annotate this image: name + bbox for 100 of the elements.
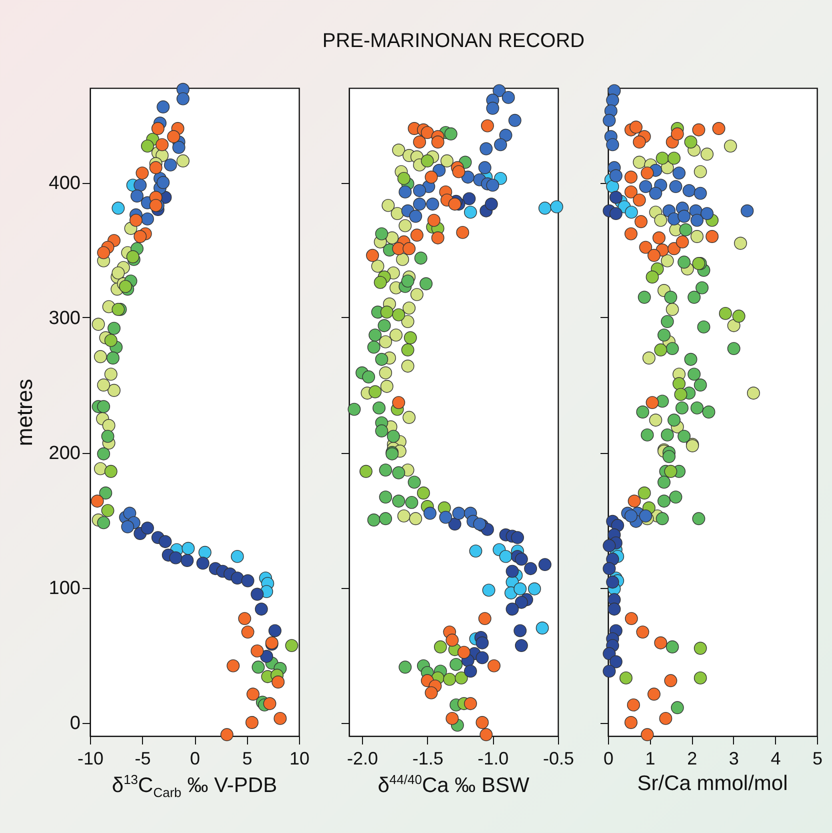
point [702,406,716,418]
point [502,90,515,104]
point [97,246,110,260]
point [668,152,681,165]
point [506,564,519,578]
point [632,136,646,148]
point [94,350,107,364]
point [263,697,276,710]
point [390,207,404,220]
point [697,320,710,334]
point [424,506,436,520]
point [664,290,678,304]
point [476,716,489,729]
point [654,214,668,227]
point [659,712,672,725]
x-tick-label: -5 [134,748,151,768]
point [688,368,701,381]
point [550,200,564,214]
x-tick-label: -0.5 [542,748,574,768]
point [700,148,714,161]
point [514,582,527,596]
point [409,210,422,223]
point [672,377,686,390]
point [624,170,638,184]
point [101,430,114,443]
point [90,494,104,508]
point [176,92,190,106]
point [379,464,392,477]
point [432,164,446,177]
point [627,698,640,712]
point [112,266,125,280]
point [452,506,466,520]
point [176,154,190,168]
point [658,494,670,508]
point [102,419,116,432]
point [606,180,620,194]
point [390,328,402,342]
point [426,198,440,211]
point [250,588,264,601]
point [443,672,456,686]
point [694,671,707,684]
x-axis-title: Sr/Ca mmol/mol [636,772,789,796]
point [431,231,444,244]
point [508,114,522,127]
point [367,340,380,354]
point [692,512,706,526]
point [620,671,632,684]
point [149,161,162,174]
point [602,664,616,678]
point [94,462,107,476]
point [727,342,740,356]
point [420,277,433,290]
point [119,280,132,293]
point [397,509,410,522]
point [446,712,459,725]
point [413,198,426,211]
point [121,520,134,534]
point [238,612,252,626]
point [220,728,234,742]
point [630,120,642,134]
point [608,602,621,616]
y-tick-label: 300 [48,308,80,329]
point [664,674,678,688]
point [92,318,105,331]
point [492,84,506,98]
point [682,184,696,198]
point [446,634,459,647]
point [634,215,648,228]
point [392,466,406,480]
point [668,212,681,226]
point [230,550,244,563]
x-axis-title: δ$^{44/40}$Ca ‰ BSW [376,772,530,798]
point [379,490,392,504]
point [624,206,638,219]
point [602,562,616,576]
point [499,550,512,563]
y-tick-label: 200 [48,443,80,464]
point [444,127,458,140]
point [410,228,424,242]
point [640,728,654,742]
point [126,250,140,264]
point [379,512,392,526]
point [241,626,254,639]
point [464,697,477,710]
point [484,198,498,211]
point [469,544,482,558]
x-tick-label: -1.5 [412,748,444,768]
point [727,319,740,332]
point [670,127,684,140]
y-tick-label: 0 [70,713,80,734]
point [640,428,654,442]
point [130,190,144,202]
x-tick-label: 3 [728,748,739,768]
point [528,582,541,596]
point [402,410,416,424]
point [368,328,382,342]
point [431,136,444,148]
point [478,161,492,174]
point [246,688,260,701]
point [375,424,388,438]
